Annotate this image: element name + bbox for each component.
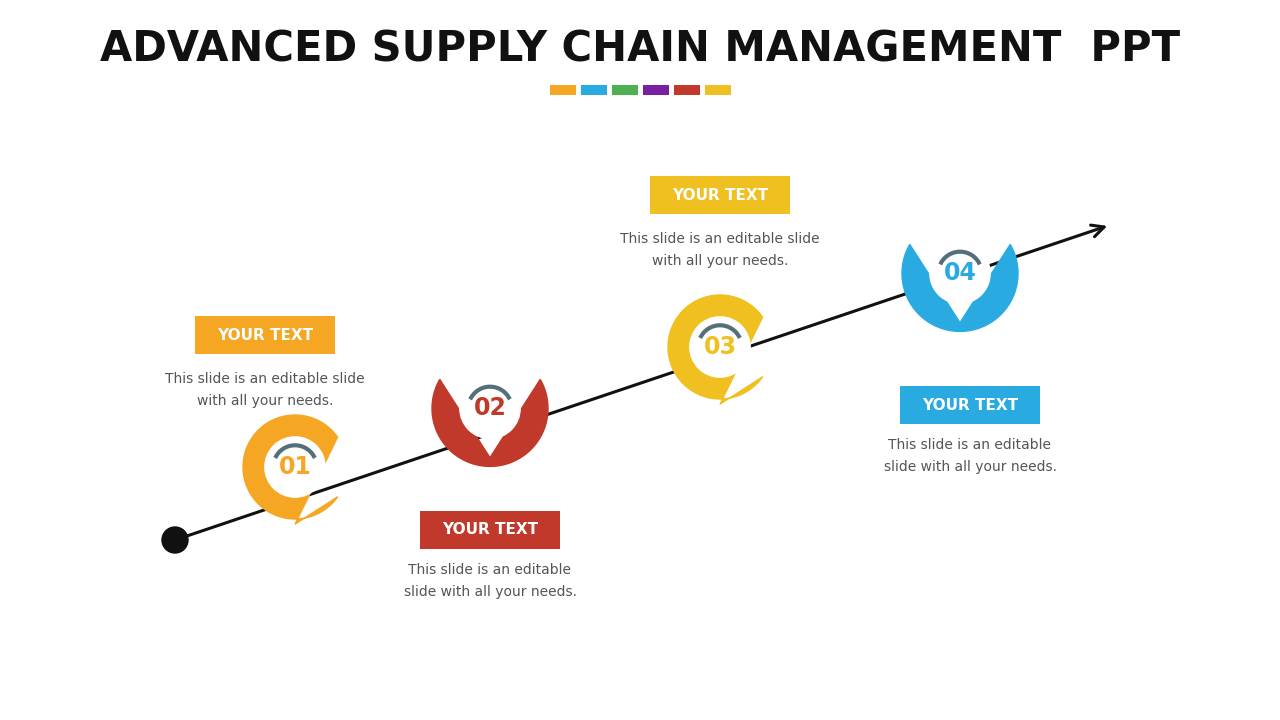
Bar	[704, 85, 731, 95]
Bar	[612, 85, 637, 95]
Text: YOUR TEXT: YOUR TEXT	[922, 397, 1018, 413]
Text: 02: 02	[474, 397, 507, 420]
Bar	[549, 85, 576, 95]
Circle shape	[460, 378, 520, 438]
Bar	[673, 85, 699, 95]
Bar	[643, 85, 668, 95]
Bar	[420, 511, 561, 549]
Text: This slide is an editable slide
with all your needs.: This slide is an editable slide with all…	[621, 232, 819, 268]
Bar	[195, 316, 335, 354]
Text: YOUR TEXT: YOUR TEXT	[672, 187, 768, 202]
Bar	[900, 386, 1039, 424]
Text: 01: 01	[279, 455, 311, 479]
Polygon shape	[668, 295, 763, 404]
Circle shape	[265, 437, 325, 497]
Circle shape	[163, 527, 188, 553]
Text: 03: 03	[704, 335, 736, 359]
Bar	[581, 85, 607, 95]
Polygon shape	[433, 379, 548, 467]
Text: YOUR TEXT: YOUR TEXT	[216, 328, 314, 343]
Text: 04: 04	[943, 261, 977, 285]
Polygon shape	[902, 244, 1018, 331]
Circle shape	[690, 317, 750, 377]
Text: YOUR TEXT: YOUR TEXT	[442, 523, 538, 538]
Text: This slide is an editable
slide with all your needs.: This slide is an editable slide with all…	[403, 563, 576, 599]
Text: This slide is an editable slide
with all your needs.: This slide is an editable slide with all…	[165, 372, 365, 408]
Text: This slide is an editable
slide with all your needs.: This slide is an editable slide with all…	[883, 438, 1056, 474]
Polygon shape	[243, 415, 338, 524]
Circle shape	[929, 243, 991, 304]
Bar	[650, 176, 790, 214]
Text: ADVANCED SUPPLY CHAIN MANAGEMENT  PPT: ADVANCED SUPPLY CHAIN MANAGEMENT PPT	[100, 29, 1180, 71]
